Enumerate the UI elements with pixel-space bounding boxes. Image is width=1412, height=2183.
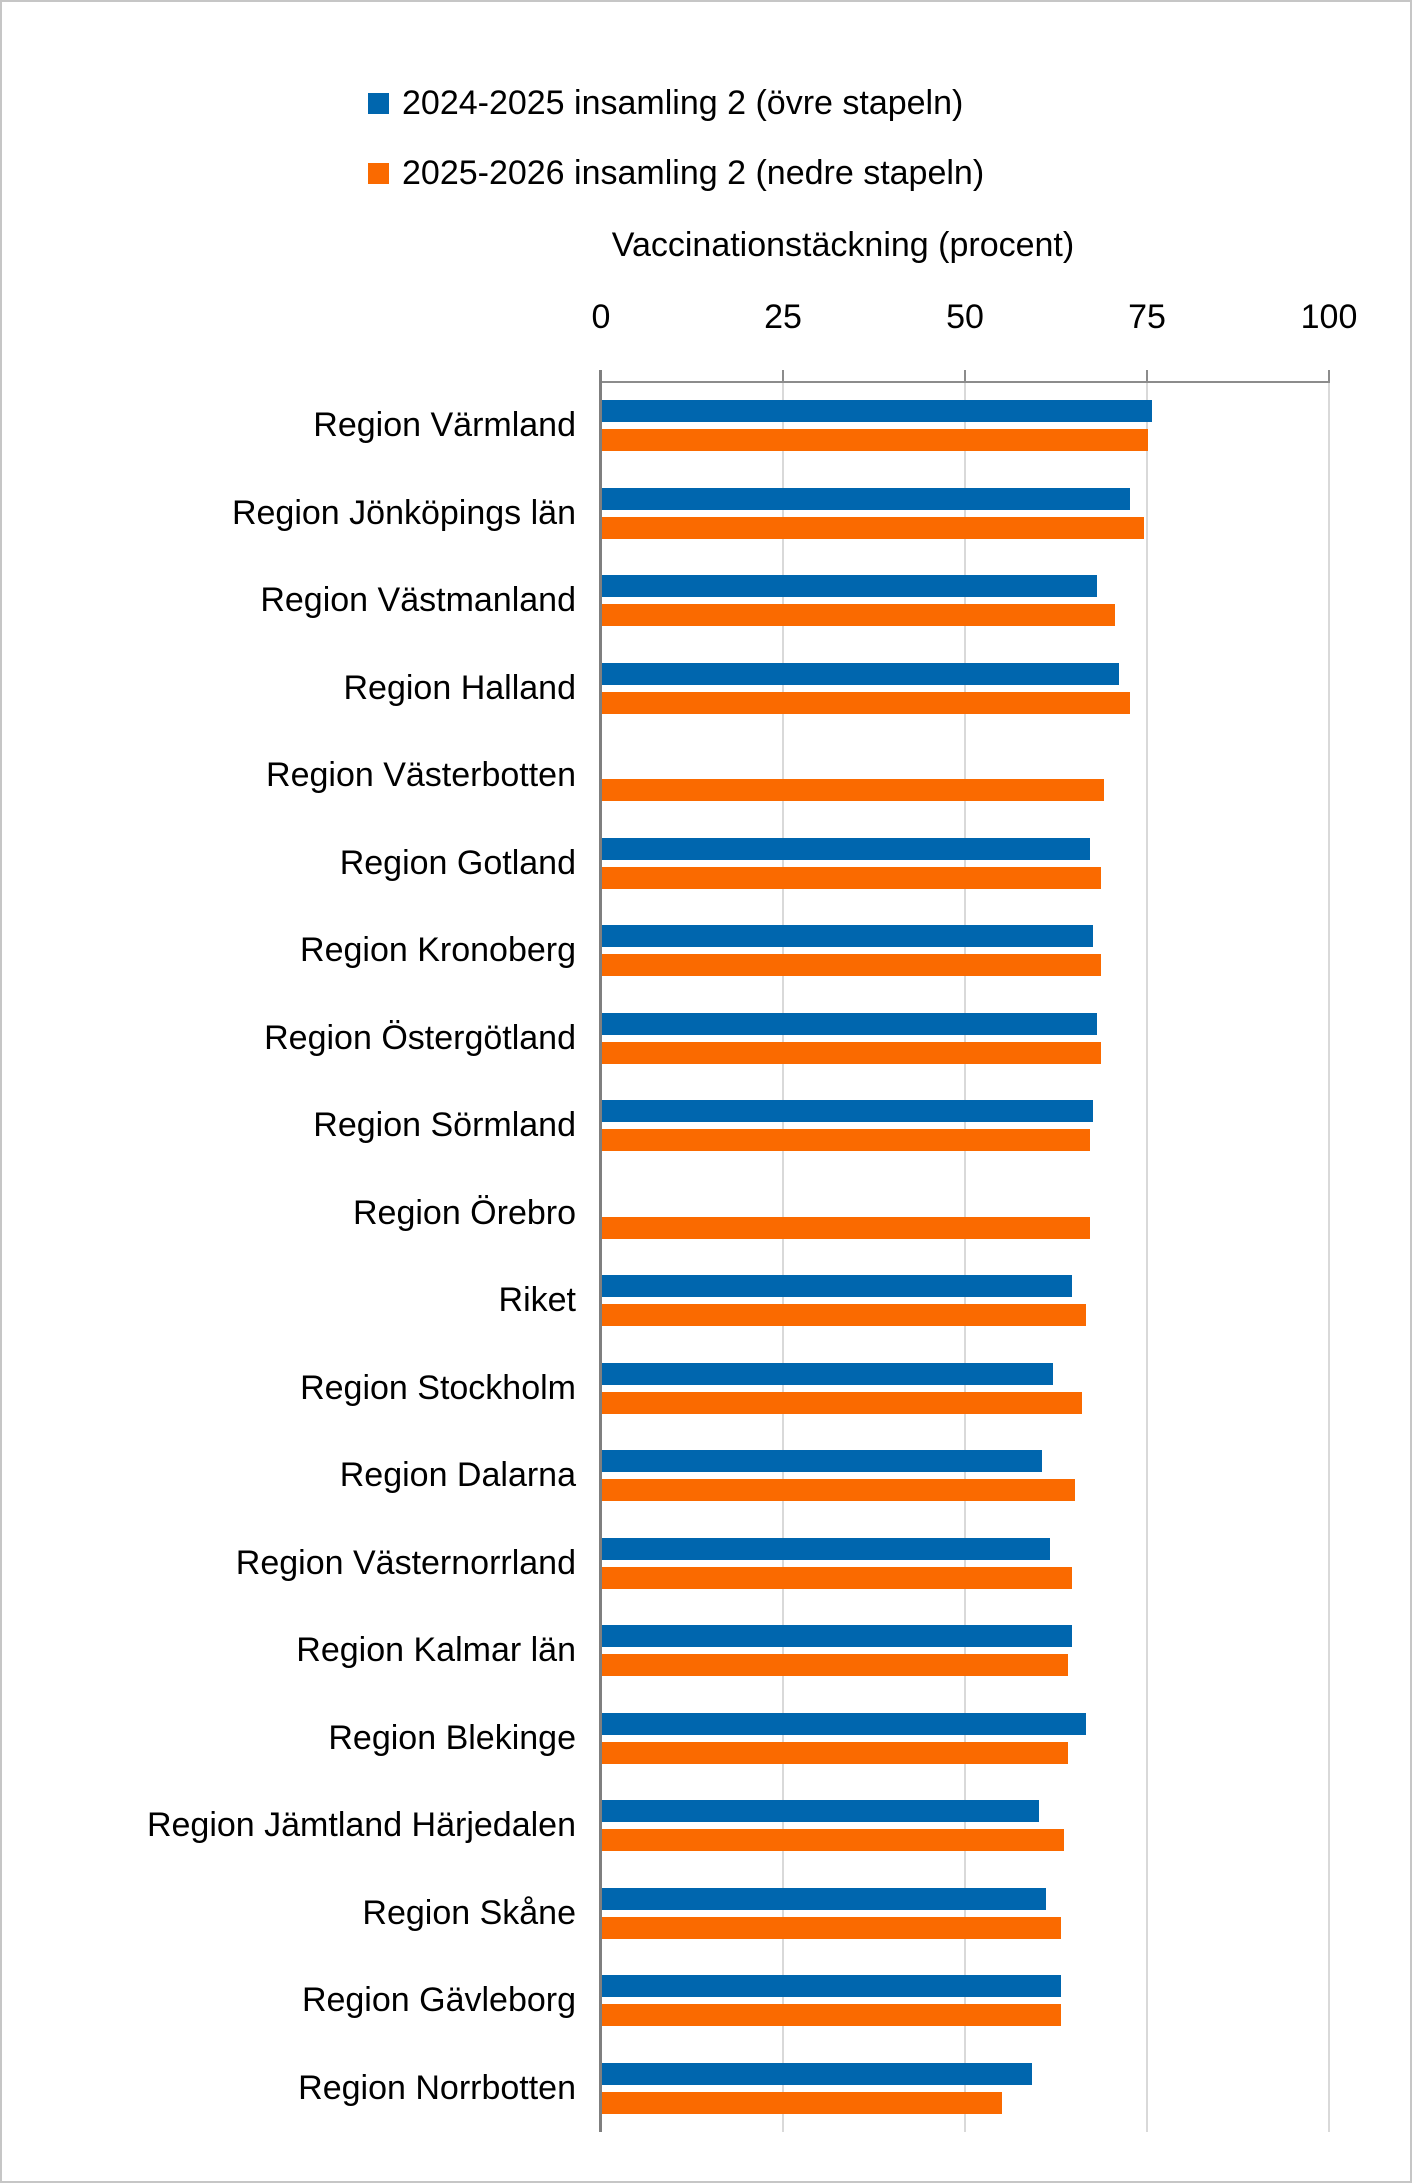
axis-tick-mark — [1328, 370, 1330, 382]
x-axis-tick-label: 50 — [946, 298, 984, 336]
legend-item-series1: 2024-2025 insamling 2 (övre stapeln) — [368, 68, 984, 138]
bar-series1 — [602, 1975, 1061, 1997]
bar-series2 — [602, 1391, 1083, 1414]
bar-series2 — [602, 1304, 1087, 1326]
bar-series2 — [602, 1741, 1068, 1764]
gridline — [1328, 382, 1330, 2132]
bar-series2 — [602, 954, 1101, 976]
legend-swatch-orange-icon — [368, 162, 389, 184]
legend: 2024-2025 insamling 2 (övre stapeln) 202… — [368, 68, 984, 208]
category-label: Region Sörmland — [313, 1106, 576, 1144]
x-axis-tick-label: 100 — [1300, 298, 1358, 336]
legend-label-series1: 2024-2025 insamling 2 (övre stapeln) — [402, 84, 964, 122]
bar-series2 — [602, 1654, 1068, 1676]
bar-series1 — [602, 1625, 1072, 1647]
bar-series1 — [602, 1100, 1094, 1122]
bar-series1 — [602, 1012, 1098, 1035]
category-label: Region Halland — [343, 668, 577, 707]
category-label: Region Jämtland Härjedalen — [146, 1806, 576, 1844]
y-axis-line — [599, 370, 602, 2132]
bar-series1 — [602, 925, 1094, 947]
gridline — [1146, 382, 1148, 2132]
bar-series2 — [602, 691, 1130, 714]
category-label: Region Norrbotten — [298, 2068, 576, 2107]
category-label: Region Värmland — [313, 406, 576, 444]
bar-series1 — [602, 662, 1119, 685]
x-axis-line — [599, 381, 1330, 383]
category-label: Region Kalmar län — [296, 1631, 576, 1669]
category-label: Region Dalarna — [339, 1456, 576, 1494]
category-label: Region Jönköpings län — [231, 493, 576, 532]
bar-series2 — [602, 1566, 1072, 1589]
bar-series1 — [602, 575, 1098, 597]
bar-series2 — [602, 604, 1116, 626]
legend-item-series2: 2025-2026 insamling 2 (nedre stapeln) — [368, 138, 984, 208]
category-label: Region Västernorrland — [235, 1543, 576, 1582]
gridline — [782, 382, 784, 2132]
legend-swatch-blue-icon — [368, 92, 389, 114]
bar-series2 — [602, 429, 1148, 451]
category-label: Region Västerbotten — [266, 756, 576, 794]
category-label: Region Kronoberg — [300, 931, 576, 969]
bar-series2 — [602, 2004, 1061, 2026]
category-label: Region Västmanland — [260, 581, 576, 619]
bar-series2 — [602, 1829, 1065, 1851]
category-label: Region Skåne — [362, 1893, 576, 1932]
bar-series1 — [602, 400, 1152, 422]
bar-series1 — [602, 1712, 1087, 1735]
axis-tick-mark — [1146, 370, 1148, 382]
category-label: Riket — [498, 1281, 576, 1319]
bar-series2 — [602, 1216, 1090, 1239]
category-label: Region Gotland — [339, 843, 576, 882]
bar-series1 — [602, 1450, 1043, 1472]
x-axis-tick-label: 25 — [764, 298, 802, 336]
category-label: Region Östergötland — [264, 1018, 576, 1057]
category-label: Region Stockholm — [300, 1368, 576, 1407]
bar-series1 — [602, 1800, 1039, 1822]
bar-series2 — [602, 779, 1105, 801]
axis-tick-mark — [782, 370, 784, 382]
bar-series2 — [602, 2091, 1003, 2114]
bar-series1 — [602, 1275, 1072, 1297]
category-label: Region Blekinge — [328, 1718, 576, 1757]
bar-series1 — [602, 487, 1130, 510]
bar-series1 — [602, 1362, 1054, 1385]
axis-title: Vaccinationstäckning (procent) — [611, 226, 1075, 264]
x-axis-tick-label: 0 — [591, 298, 611, 336]
category-label: Region Gävleborg — [301, 1981, 576, 2019]
bar-series2 — [602, 1041, 1101, 1064]
bar-series1 — [602, 837, 1090, 860]
bar-series1 — [602, 1887, 1047, 1910]
bar-series2 — [602, 516, 1145, 539]
category-label: Region Örebro — [352, 1193, 576, 1232]
gridline — [964, 382, 966, 2132]
bar-series2 — [602, 866, 1101, 889]
x-axis-tick-label: 75 — [1128, 298, 1166, 336]
axis-tick-mark — [964, 370, 966, 382]
bar-series1 — [602, 1537, 1050, 1560]
bar-series2 — [602, 1916, 1061, 1939]
bar-series2 — [602, 1129, 1090, 1151]
bar-series1 — [602, 2062, 1032, 2085]
bar-series2 — [602, 1479, 1076, 1501]
legend-label-series2: 2025-2026 insamling 2 (nedre stapeln) — [402, 154, 985, 192]
